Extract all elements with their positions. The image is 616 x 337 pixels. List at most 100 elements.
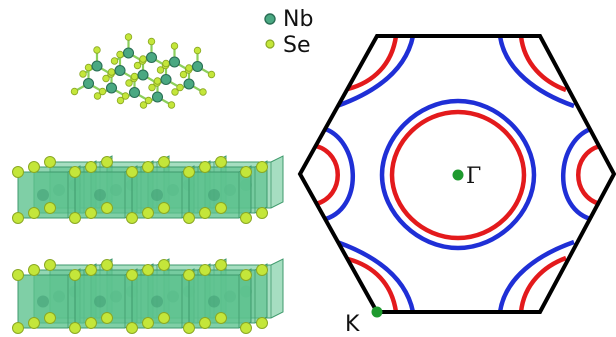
legend-item-se: Se: [265, 33, 311, 58]
se-atom: [158, 202, 170, 214]
se-atom: [142, 264, 154, 276]
se-atom: [240, 269, 252, 281]
se-atom: [240, 212, 252, 224]
se-atom: [84, 63, 93, 72]
se-atom: [126, 166, 138, 178]
se-atom: [207, 70, 216, 79]
se-atom: [69, 166, 81, 178]
se-atom: [158, 259, 170, 271]
se-atom: [101, 312, 113, 324]
se-atom: [28, 207, 40, 219]
se-atom: [256, 317, 268, 329]
se-atom: [170, 42, 179, 50]
se-atom: [12, 166, 24, 178]
nb-atom: [208, 295, 220, 308]
se-atom: [130, 72, 139, 81]
se-atom: [121, 92, 130, 100]
se-atom: [125, 79, 133, 87]
se-atom: [199, 317, 211, 329]
se-atom: [107, 68, 116, 76]
se-atom: [101, 156, 113, 168]
se-atom: [142, 207, 154, 219]
k-pocket-top-left-red: [347, 36, 399, 92]
nb-atom: [94, 295, 106, 308]
nb-atom: [37, 295, 49, 308]
k-pocket-right-red: [576, 143, 601, 207]
se-atom: [44, 312, 56, 324]
se-atom: [215, 202, 227, 214]
se-atom: [126, 269, 138, 281]
k-pocket-bottom-left-red: [347, 256, 399, 312]
se-atom: [98, 87, 107, 96]
se-atom: [44, 156, 56, 168]
legend: Nb Se: [264, 7, 313, 58]
se-atom: [93, 46, 101, 54]
se-atom: [153, 77, 162, 85]
crystal-structure: [12, 33, 284, 334]
se-atom: [167, 101, 176, 109]
nb-atom: [160, 73, 172, 86]
se-atom: [193, 46, 202, 55]
se-atom: [116, 96, 125, 105]
se-atom: [79, 70, 87, 78]
se-atom: [156, 66, 165, 74]
gamma-label: Γ: [466, 164, 481, 189]
se-atom: [183, 166, 195, 178]
nb-atom: [37, 189, 49, 201]
nb-atom: [105, 82, 118, 94]
gamma-pocket-inner-red: [389, 109, 527, 241]
se-atom: [69, 322, 81, 334]
se-atom: [158, 156, 170, 168]
se-atom: [85, 207, 97, 219]
se-atom: [85, 317, 97, 329]
k-pocket-top-right-blue: [497, 36, 575, 109]
gamma-point-marker: [452, 169, 464, 181]
k-pocket-bottom-right-red: [518, 255, 567, 312]
se-atom: [93, 92, 102, 100]
nb-atom-icon: [264, 13, 276, 25]
se-atom: [240, 322, 252, 334]
se-atom: [147, 37, 156, 46]
nb-atom: [128, 86, 141, 99]
se-atom: [199, 207, 211, 219]
se-atom: [124, 33, 133, 41]
se-atom: [183, 322, 195, 334]
se-atom: [44, 259, 56, 271]
se-atom: [199, 88, 207, 96]
nb-atom: [151, 189, 163, 201]
se-atom: [139, 101, 148, 109]
se-atom: [179, 70, 188, 79]
k-pocket-right-blue: [561, 125, 595, 223]
se-atom: [215, 156, 227, 168]
nb-atom: [168, 56, 181, 68]
legend-label-se: Se: [283, 33, 311, 58]
nb-atom: [151, 91, 164, 103]
se-atom: [126, 322, 138, 334]
se-atom: [215, 259, 227, 271]
se-atom: [215, 312, 227, 324]
se-atom: [142, 161, 154, 173]
se-atom: [144, 96, 153, 105]
se-atom: [256, 161, 268, 173]
se-atom: [133, 61, 142, 70]
se-atom: [199, 161, 211, 173]
se-atom: [158, 312, 170, 324]
se-atom: [28, 161, 40, 173]
nb-atom: [191, 60, 204, 73]
se-atom: [69, 269, 81, 281]
nb-atom: [137, 69, 149, 81]
k-pocket-left-red: [315, 143, 340, 207]
k-point-marker: [371, 306, 383, 318]
nb-atom: [94, 189, 106, 201]
top-view-layer: [70, 33, 216, 109]
se-atom: [85, 264, 97, 276]
gamma-pocket-outer-blue: [379, 98, 537, 251]
se-atom: [101, 202, 113, 214]
k-pocket-bottom-left-blue: [336, 239, 416, 312]
se-atom: [70, 87, 79, 96]
se-atom: [256, 264, 268, 276]
k-pocket-top-left-blue: [336, 36, 416, 109]
se-atom: [139, 55, 147, 63]
k-pocket-top-right-red: [518, 36, 567, 93]
